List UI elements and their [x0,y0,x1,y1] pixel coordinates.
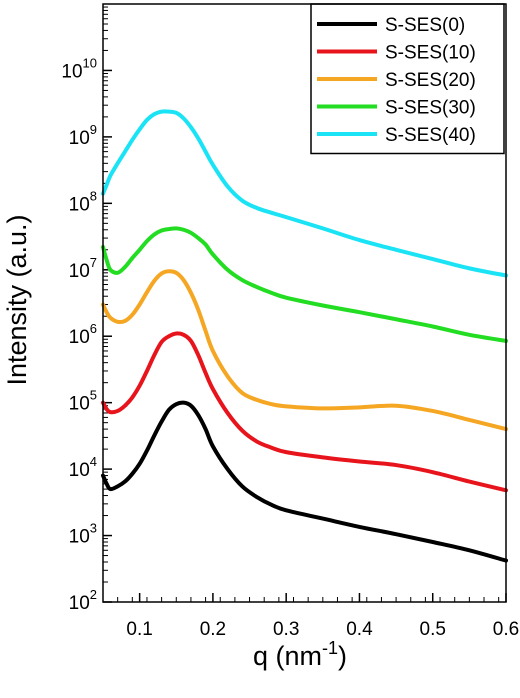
legend-label: S-SES(20) [385,70,476,91]
y-axis-title: Intensity (a.u.) [2,214,32,385]
y-tick-base: 10 [69,394,90,415]
y-tick-label: 103 [69,521,97,548]
y-tick-base: 10 [69,593,90,614]
y-tick-base: 10 [69,261,90,282]
y-tick-label: 104 [69,454,97,481]
y-tick-exponent: 10 [83,55,97,70]
y-tick-label: 105 [69,388,97,415]
y-tick-base: 10 [69,327,90,348]
y-tick-exponent: 8 [90,188,97,203]
x-tick-label: 0.6 [493,619,519,640]
x-axis-title-close: ) [338,641,347,671]
series-lines [101,109,508,563]
y-tick-base: 10 [69,128,90,149]
y-tick-label: 107 [69,255,97,282]
legend-label: S-SES(30) [385,98,476,119]
plot-border [102,3,507,603]
legend-label: S-SES(0) [385,15,465,36]
y-tick-exponent: 3 [90,521,97,536]
y-tick-base: 10 [69,460,90,481]
x-axis-title-main: q (nm [253,641,322,671]
legend-label: S-SES(40) [385,125,476,146]
series-line-1 [101,331,508,493]
series-line-3 [101,226,508,343]
legend-label: S-SES(10) [385,43,476,64]
y-tick-base: 10 [69,194,90,215]
series-line-2 [101,269,508,432]
y-tick-exponent: 5 [90,388,97,403]
x-tick-label: 0.1 [126,619,152,640]
x-tick-label: 0.5 [420,619,446,640]
x-tick-label: 0.4 [346,619,373,640]
x-tick-label: 0.2 [200,619,226,640]
x-tick-label: 0.3 [273,619,299,640]
x-axis-title: q (nm-1) [253,638,347,671]
y-tick-label: 106 [69,321,97,348]
y-tick-exponent: 2 [90,587,97,602]
y-tick-label: 1010 [61,55,97,82]
y-tick-base: 10 [61,61,82,82]
plot-frame [102,3,507,603]
y-tick-label: 109 [69,122,97,149]
y-tick-exponent: 9 [90,122,97,137]
y-tick-label: 108 [69,188,97,215]
y-tick-exponent: 7 [90,255,97,270]
series-line-0 [101,400,508,563]
y-tick-exponent: 6 [90,321,97,336]
x-axis-title-sup: -1 [322,638,338,658]
y-tick-label: 102 [69,587,97,614]
y-tick-base: 10 [69,527,90,548]
legend: S-SES(0) S-SES(10) S-SES(20) S-SES(30) S-SES… [310,3,505,155]
series-line-4 [101,109,508,278]
y-tick-exponent: 4 [90,454,97,469]
